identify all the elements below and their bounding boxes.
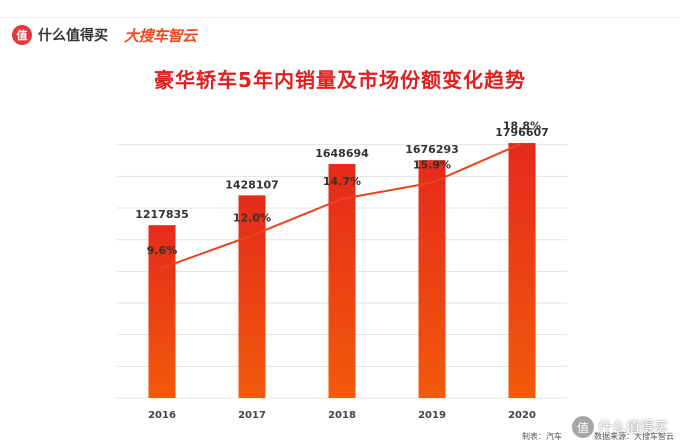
bar-label-2020: 1796607 [495, 126, 549, 139]
share-label-2016: 9.6% [147, 244, 178, 257]
partner-logo: 大搜车智云 [124, 26, 197, 45]
x-tick-2020: 2020 [508, 410, 536, 421]
share-label-2020: 18.8% [503, 119, 541, 132]
chart-title: 豪华轿车5年内销量及市场份额变化趋势 [154, 68, 526, 92]
bar-label-2016: 1217835 [135, 208, 189, 221]
x-tick-2017: 2017 [238, 410, 266, 421]
share-label-2017: 12.0% [233, 211, 271, 224]
bar-2020 [508, 143, 536, 398]
x-tick-2019: 2019 [418, 410, 446, 421]
share-label-2019: 15.9% [413, 159, 451, 172]
watermark: 值 什么值得买 [572, 414, 668, 440]
brand-logo-icon: 值 [12, 25, 32, 45]
bar-2017 [238, 195, 266, 398]
slide-top-divider [0, 17, 680, 18]
bar-2016 [148, 225, 176, 398]
bar-label-2019: 1676293 [405, 143, 459, 156]
x-tick-2018: 2018 [328, 410, 356, 421]
header-logos: 值 什么值得买 大搜车智云 [12, 22, 197, 48]
watermark-text: 什么值得买 [598, 420, 668, 436]
market-share-line [161, 142, 523, 269]
bar-label-2018: 1648694 [315, 147, 369, 160]
footer-source: 数据来源：大搜车智云 [594, 432, 674, 441]
share-label-2018: 14.7% [323, 175, 361, 188]
x-tick-2016: 2016 [148, 410, 176, 421]
footer-maker: 制表：汽车 [522, 432, 562, 441]
bar-2019 [418, 160, 446, 398]
bar-label-2017: 1428107 [225, 178, 279, 191]
watermark-logo-icon: 值 [572, 416, 594, 438]
brand-name: 什么值得买 [38, 28, 108, 44]
